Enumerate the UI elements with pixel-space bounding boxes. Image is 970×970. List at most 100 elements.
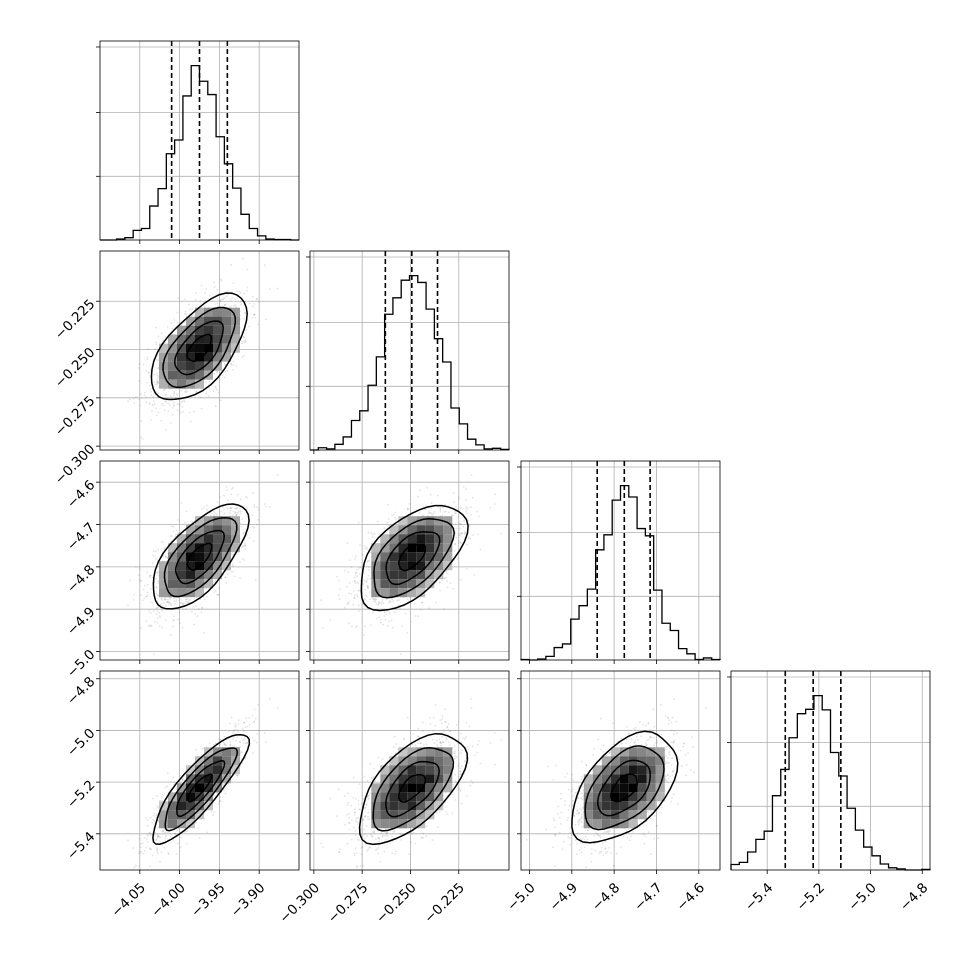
sample-point [139, 436, 142, 438]
sample-point [459, 534, 462, 537]
sample-point [179, 410, 181, 412]
sample-point [466, 568, 468, 570]
sample-point [209, 295, 211, 297]
sample-point [156, 850, 159, 853]
sample-point [234, 298, 237, 301]
sample-point [493, 503, 496, 505]
sample-point [138, 398, 141, 401]
sample-point [164, 428, 167, 431]
sample-point [424, 504, 427, 507]
sample-point [338, 580, 340, 582]
sample-point [427, 607, 430, 609]
sample-point [164, 837, 167, 840]
sample-point [161, 793, 164, 796]
sample-point [239, 577, 241, 579]
sample-point [178, 403, 181, 405]
sample-point [231, 563, 234, 566]
sample-point [140, 420, 143, 422]
sample-point [156, 594, 159, 597]
sample-point [183, 399, 185, 401]
sample-point [350, 592, 353, 595]
sample-point [156, 378, 159, 380]
sample-point [452, 514, 454, 517]
sample-point [157, 382, 160, 385]
sample-point [216, 288, 219, 291]
sample-point [364, 594, 367, 597]
sample-point [197, 608, 200, 611]
sample-point [232, 360, 235, 363]
sample-point [426, 486, 429, 489]
sample-point [362, 554, 364, 556]
sample-point [166, 326, 169, 328]
sample-point [146, 571, 148, 574]
sample-point [133, 402, 136, 404]
sample-point [166, 785, 169, 788]
sample-point [173, 597, 175, 599]
sample-point [264, 318, 267, 321]
sample-point [151, 404, 154, 407]
sample-point [244, 339, 247, 342]
scatter-panel-1-0 [96, 250, 300, 454]
sample-point [251, 525, 254, 528]
sample-point [175, 853, 178, 855]
sample-point [190, 610, 193, 613]
sample-point [253, 314, 256, 316]
density-cell [389, 570, 399, 580]
sample-point [180, 502, 183, 504]
sample-point [168, 601, 171, 604]
sample-point [455, 505, 457, 508]
density-cell [168, 579, 177, 589]
sample-point [155, 359, 158, 361]
sample-point [146, 381, 149, 384]
sample-point [192, 314, 195, 316]
sample-point [157, 571, 159, 574]
sample-point [164, 336, 167, 338]
sample-point [241, 340, 244, 343]
sample-point [232, 565, 234, 567]
sample-point [175, 392, 178, 395]
sample-point [173, 401, 175, 404]
sample-point [329, 619, 332, 621]
sample-point [253, 505, 256, 508]
sample-point [465, 508, 468, 511]
sample-point [163, 846, 166, 849]
sample-point [457, 496, 460, 499]
density-cell [213, 325, 222, 335]
sample-point [445, 577, 448, 579]
sample-point [443, 577, 446, 579]
sample-point [177, 618, 179, 621]
sample-point [373, 532, 376, 535]
density-cell [195, 552, 204, 562]
sample-point [143, 597, 146, 600]
sample-point [145, 396, 147, 399]
sample-point [465, 488, 467, 490]
sample-point [357, 604, 360, 607]
sample-point [399, 608, 401, 610]
sample-point [231, 297, 234, 299]
sample-point [204, 292, 206, 295]
sample-point [367, 566, 370, 568]
sample-point [467, 536, 470, 538]
sample-point [152, 814, 155, 817]
sample-point [253, 303, 256, 305]
sample-point [145, 401, 148, 404]
sample-point [155, 613, 158, 616]
sample-point [157, 367, 160, 369]
density-cell [213, 525, 222, 535]
sample-point [256, 298, 258, 301]
sample-point [356, 595, 359, 598]
density-cell [425, 516, 435, 526]
sample-point [155, 577, 158, 580]
sample-point [372, 533, 374, 536]
sample-point [494, 493, 496, 496]
sample-point [223, 376, 226, 379]
sample-point [441, 579, 444, 581]
sample-point [155, 372, 158, 375]
sample-point [216, 371, 218, 374]
sample-point [206, 595, 208, 598]
sample-point [181, 603, 184, 606]
sample-point [149, 574, 152, 577]
sample-point [200, 284, 203, 287]
sample-point [364, 588, 366, 591]
density-cell [177, 352, 186, 362]
